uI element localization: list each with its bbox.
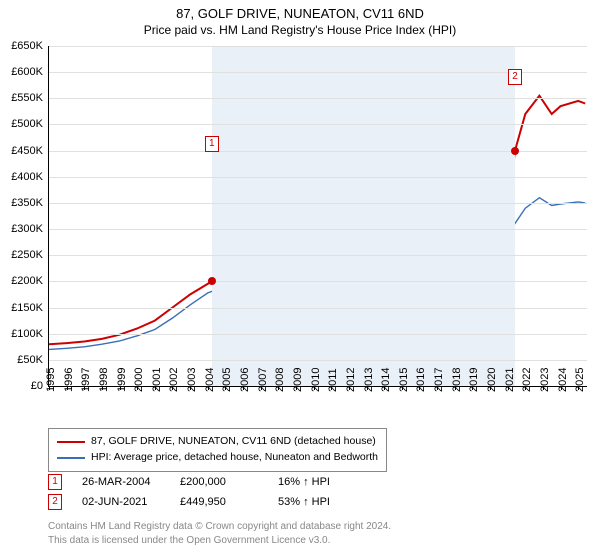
sale-marker: 2 (508, 69, 522, 85)
x-tick-label: 2006 (239, 368, 251, 392)
x-tick-label: 2012 (345, 368, 357, 392)
y-tick-label: £150K (11, 302, 43, 314)
x-tick-label: 1996 (63, 368, 75, 392)
x-tick-label: 2021 (504, 368, 516, 392)
x-tick-label: 2014 (380, 368, 392, 392)
attribution-line2: This data is licensed under the Open Gov… (48, 534, 391, 548)
y-tick-label: £600K (11, 66, 43, 78)
y-gridline (49, 229, 587, 230)
y-gridline (49, 124, 587, 125)
x-tick-label: 2022 (521, 368, 533, 392)
y-gridline (49, 308, 587, 309)
x-tick-label: 2004 (204, 368, 216, 392)
x-tick-label: 2019 (468, 368, 480, 392)
sale-row-marker: 2 (48, 494, 62, 510)
y-gridline (49, 98, 587, 99)
y-gridline (49, 151, 587, 152)
y-tick-label: £0 (31, 380, 43, 392)
y-gridline (49, 203, 587, 204)
y-tick-label: £500K (11, 118, 43, 130)
sales-table: 1 26-MAR-2004 £200,000 16% ↑ HPI 2 02-JUN-202… (48, 474, 356, 514)
legend-swatch (57, 457, 85, 459)
x-tick-label: 1998 (98, 368, 110, 392)
x-tick-label: 2013 (363, 368, 375, 392)
sale-delta: 53% ↑ HPI (278, 496, 356, 508)
x-tick-label: 1997 (80, 368, 92, 392)
y-tick-label: £300K (11, 223, 43, 235)
legend-item: 87, GOLF DRIVE, NUNEATON, CV11 6ND (deta… (57, 434, 378, 450)
y-tick-label: £650K (11, 40, 43, 52)
x-tick-label: 2009 (292, 368, 304, 392)
x-tick-label: 2017 (433, 368, 445, 392)
x-tick-label: 2011 (327, 368, 339, 392)
legend-item: HPI: Average price, detached house, Nune… (57, 450, 378, 466)
sale-row: 1 26-MAR-2004 £200,000 16% ↑ HPI (48, 474, 356, 490)
chart-title: 87, GOLF DRIVE, NUNEATON, CV11 6ND (0, 6, 600, 21)
y-tick-label: £100K (11, 328, 43, 340)
legend-label: 87, GOLF DRIVE, NUNEATON, CV11 6ND (deta… (91, 434, 376, 450)
sale-row: 2 02-JUN-2021 £449,950 53% ↑ HPI (48, 494, 356, 510)
y-gridline (49, 72, 587, 73)
y-tick-label: £350K (11, 197, 43, 209)
x-tick-label: 2025 (574, 368, 586, 392)
y-gridline (49, 281, 587, 282)
x-tick-label: 2018 (451, 368, 463, 392)
x-tick-label: 2007 (257, 368, 269, 392)
shaded-region (212, 46, 515, 386)
sale-dot (511, 147, 519, 155)
sale-date: 02-JUN-2021 (82, 496, 160, 508)
x-tick-label: 2023 (539, 368, 551, 392)
sale-date: 26-MAR-2004 (82, 476, 160, 488)
y-gridline (49, 334, 587, 335)
chart-container: 87, GOLF DRIVE, NUNEATON, CV11 6ND Price… (0, 0, 600, 560)
x-tick-label: 2001 (151, 368, 163, 392)
sale-marker: 1 (205, 136, 219, 152)
x-tick-label: 2002 (168, 368, 180, 392)
y-gridline (49, 177, 587, 178)
sale-price: £449,950 (180, 496, 258, 508)
chart-subtitle: Price paid vs. HM Land Registry's House … (0, 23, 600, 37)
sale-row-marker: 1 (48, 474, 62, 490)
sale-price: £200,000 (180, 476, 258, 488)
y-gridline (49, 255, 587, 256)
x-tick-label: 2003 (186, 368, 198, 392)
y-gridline (49, 46, 587, 47)
plot-region: £0£50K£100K£150K£200K£250K£300K£350K£400… (48, 46, 587, 387)
legend-swatch (57, 441, 85, 443)
x-tick-label: 2000 (133, 368, 145, 392)
x-tick-label: 2020 (486, 368, 498, 392)
title-block: 87, GOLF DRIVE, NUNEATON, CV11 6ND Price… (0, 0, 600, 37)
x-tick-label: 2010 (310, 368, 322, 392)
attribution-line1: Contains HM Land Registry data © Crown c… (48, 520, 391, 534)
y-tick-label: £50K (17, 354, 43, 366)
x-tick-label: 2008 (274, 368, 286, 392)
legend-label: HPI: Average price, detached house, Nune… (91, 450, 378, 466)
legend: 87, GOLF DRIVE, NUNEATON, CV11 6ND (deta… (48, 428, 387, 472)
x-tick-label: 2016 (415, 368, 427, 392)
x-tick-label: 2005 (221, 368, 233, 392)
y-tick-label: £200K (11, 275, 43, 287)
y-gridline (49, 360, 587, 361)
x-tick-label: 2024 (557, 368, 569, 392)
y-tick-label: £550K (11, 92, 43, 104)
sale-delta: 16% ↑ HPI (278, 476, 356, 488)
y-tick-label: £450K (11, 145, 43, 157)
attribution: Contains HM Land Registry data © Crown c… (48, 520, 391, 547)
sale-dot (208, 277, 216, 285)
y-tick-label: £250K (11, 249, 43, 261)
x-tick-label: 1999 (116, 368, 128, 392)
x-tick-label: 1995 (45, 368, 57, 392)
x-tick-label: 2015 (398, 368, 410, 392)
y-tick-label: £400K (11, 171, 43, 183)
